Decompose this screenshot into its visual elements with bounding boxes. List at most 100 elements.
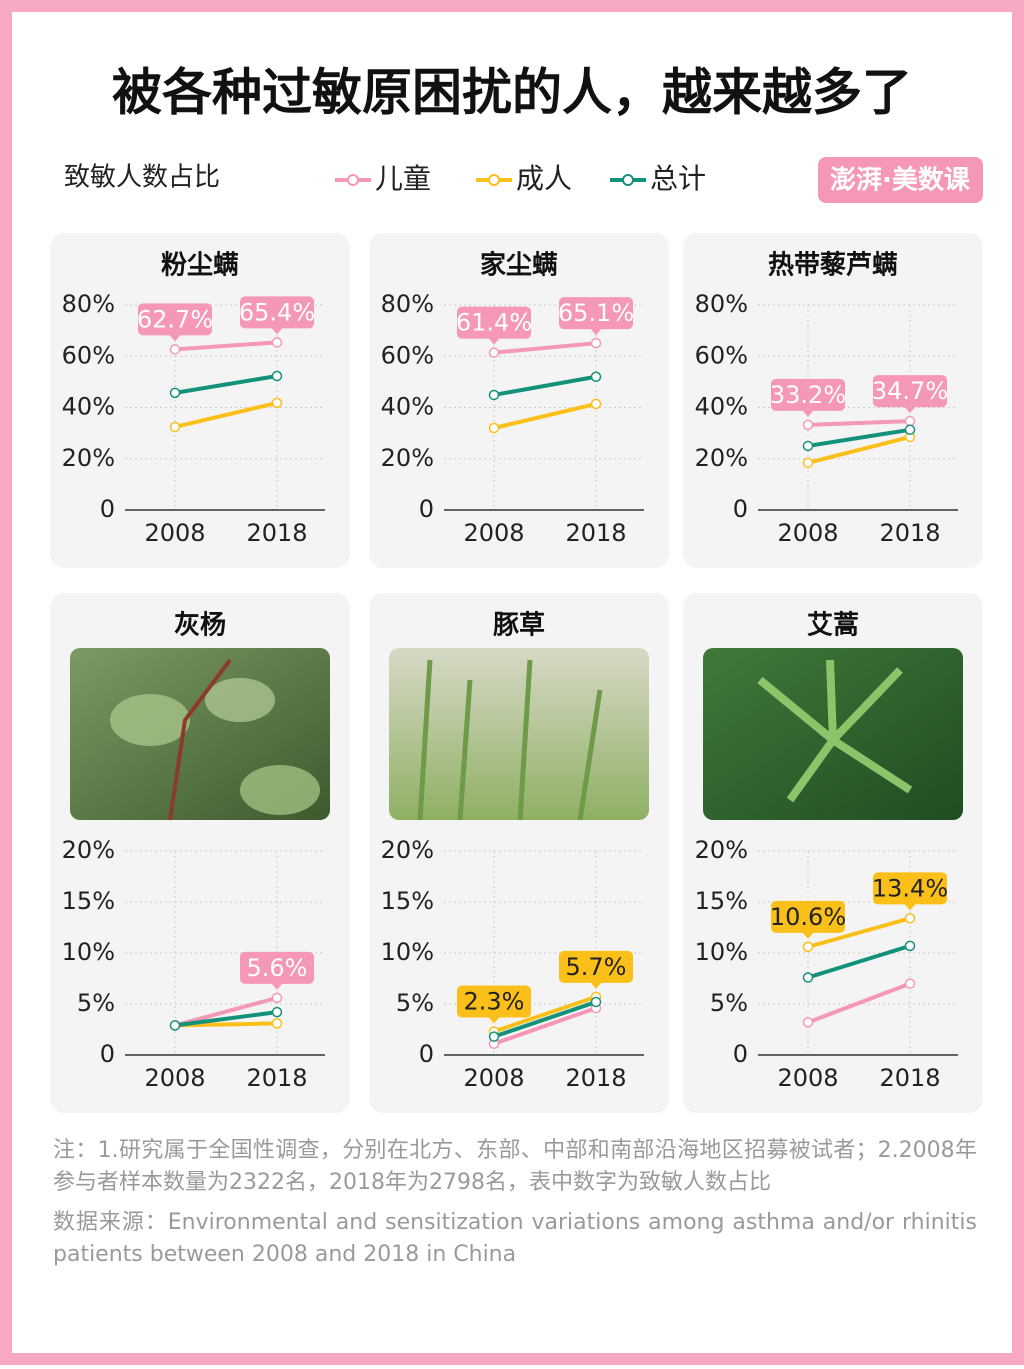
legend-marker xyxy=(622,174,634,186)
series-line xyxy=(493,1000,597,1039)
photo-leaf xyxy=(240,765,320,815)
y-tick-label: 5% xyxy=(77,989,115,1017)
panel-title: 热带藜芦螨 xyxy=(768,251,898,281)
x-tick-label: 2018 xyxy=(565,519,626,547)
y-tick-label: 20% xyxy=(695,444,748,472)
panel-title: 粉尘螨 xyxy=(161,251,239,281)
x-tick-label: 2018 xyxy=(879,1064,940,1092)
x-tick-label: 2018 xyxy=(246,519,307,547)
label-box xyxy=(240,296,314,329)
data-label: 33.2% xyxy=(770,381,846,409)
data-label: 34.7% xyxy=(872,377,948,405)
y-tick-label: 0 xyxy=(419,495,434,523)
label-pointer xyxy=(488,1016,500,1024)
data-label: 5.7% xyxy=(566,953,627,981)
notes: 注：1.研究属于全国性调查，分别在北方、东部、中部和南部沿海地区招募被试者；2.… xyxy=(53,1135,977,1279)
note: 注：1.研究属于全国性调查，分别在北方、东部、中部和南部沿海地区招募被试者；2.… xyxy=(53,1138,977,1195)
y-tick-label: 80% xyxy=(695,290,748,318)
panel-title: 灰杨 xyxy=(174,611,226,641)
y-tick-label: 60% xyxy=(381,341,434,369)
y-tick-label: 20% xyxy=(381,836,434,864)
point xyxy=(488,347,500,358)
y-tick-label: 80% xyxy=(381,290,434,318)
photo-stem xyxy=(417,659,603,821)
y-tick-label: 5% xyxy=(396,989,434,1017)
point xyxy=(169,387,181,399)
y-tick-label: 10% xyxy=(381,938,434,966)
source: 数据来源：Environmental and sensitization var… xyxy=(53,1210,977,1267)
point xyxy=(802,440,814,452)
legend-label: 成人 xyxy=(516,162,572,195)
panel-title: 豚草 xyxy=(493,611,545,641)
panel-title: 艾蒿 xyxy=(807,611,859,641)
y-tick-label: 20% xyxy=(62,444,115,472)
panel-title: 家尘螨 xyxy=(480,250,558,281)
y-tick-label: 0 xyxy=(100,1040,115,1068)
y-tick-label: 40% xyxy=(381,393,434,421)
y-tick-label: 10% xyxy=(695,938,748,966)
data-label: 2.3% xyxy=(464,988,525,1016)
data-label: 13.4% xyxy=(872,874,948,902)
point xyxy=(802,419,814,431)
label-pointer xyxy=(590,981,602,989)
data-label: 5.6% xyxy=(247,954,308,982)
label-box xyxy=(457,985,531,1018)
point xyxy=(169,344,181,355)
label-box xyxy=(559,297,633,330)
x-tick-label: 2018 xyxy=(246,1064,307,1092)
y-tick-label: 20% xyxy=(381,444,434,472)
y-tick-label: 10% xyxy=(62,938,115,966)
series-line xyxy=(807,981,911,1025)
point xyxy=(488,389,500,401)
label-box xyxy=(457,306,531,339)
point xyxy=(169,421,181,433)
point xyxy=(802,972,814,983)
label-pointer xyxy=(904,903,916,911)
point xyxy=(271,397,283,409)
series-line xyxy=(174,374,278,395)
y-tick-label: 0 xyxy=(733,1040,748,1068)
point xyxy=(802,941,814,953)
label-pointer xyxy=(802,931,814,939)
series-line xyxy=(807,419,911,427)
point xyxy=(271,992,283,1004)
brand-badge xyxy=(818,157,983,203)
point xyxy=(904,978,916,989)
x-tick-label: 2018 xyxy=(879,519,940,547)
label-pointer xyxy=(904,406,916,414)
point xyxy=(590,371,602,382)
y-tick-label: 15% xyxy=(695,887,748,915)
point xyxy=(488,1031,500,1042)
legend-label: 总计 xyxy=(650,162,706,195)
point xyxy=(904,424,916,436)
x-tick-label: 2008 xyxy=(777,1064,838,1092)
x-tick-label: 2018 xyxy=(565,1064,626,1092)
label-box xyxy=(240,951,314,984)
label-box xyxy=(138,303,212,336)
label-pointer xyxy=(271,327,283,335)
point xyxy=(271,370,283,382)
photo-leaf xyxy=(757,659,913,803)
point xyxy=(271,1018,283,1029)
legend-label: 儿童 xyxy=(375,162,431,195)
label-box xyxy=(559,950,633,983)
data-label: 65.1% xyxy=(558,299,634,327)
series-line xyxy=(807,916,911,949)
series-line xyxy=(493,341,597,355)
x-tick-label: 2008 xyxy=(463,519,524,547)
y-tick-label: 40% xyxy=(695,393,748,421)
photo-stem xyxy=(168,658,232,821)
point xyxy=(271,1006,283,1018)
data-label: 62.7% xyxy=(137,305,213,333)
series-line xyxy=(807,435,911,465)
x-tick-label: 2008 xyxy=(777,519,838,547)
point xyxy=(169,1020,181,1031)
series-line xyxy=(493,374,597,397)
y-tick-label: 15% xyxy=(62,887,115,915)
data-label: 61.4% xyxy=(456,309,532,337)
series-line xyxy=(174,400,278,429)
y-label: 致敏人数占比 xyxy=(64,163,220,193)
photo xyxy=(389,648,649,820)
